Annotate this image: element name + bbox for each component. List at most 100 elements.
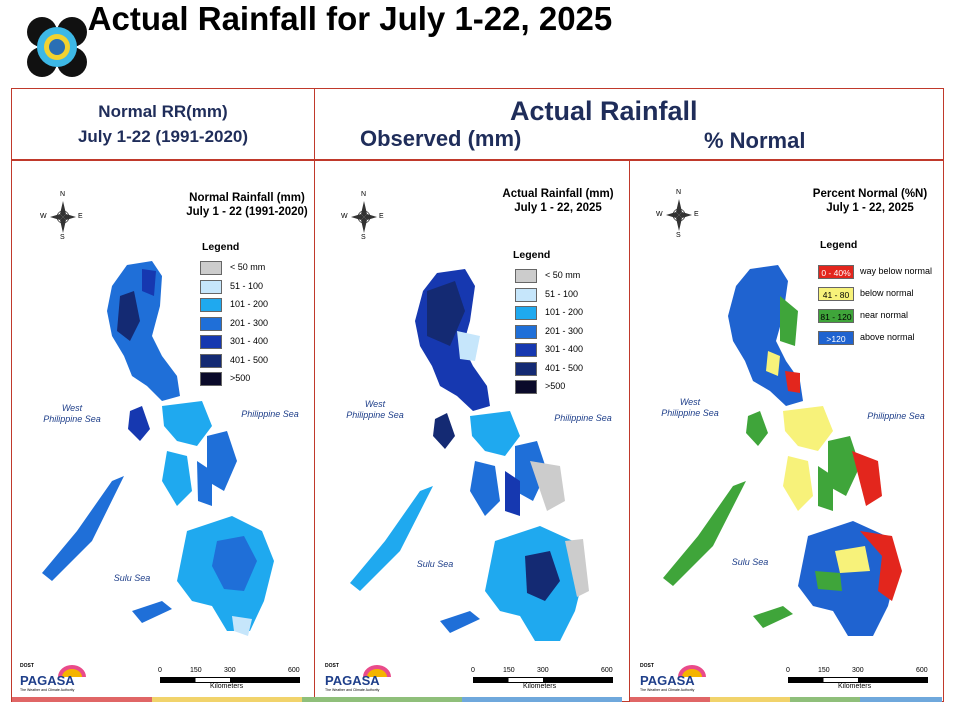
legend-item: 81 - 120 near normal [818,309,942,323]
legend-item: 201 - 300 [515,324,625,339]
logo-brand: PAGASA [640,673,695,688]
logo-brand: PAGASA [325,673,380,688]
compass-e: E [78,213,83,220]
legend: < 50 mm 51 - 100 101 - 200 201 - 300 301 - 4… [200,261,310,386]
legend-range: 81 - 120 [818,309,854,323]
scale-tick-3: 600 [601,667,613,674]
sea-label-east: Philippine Sea [867,411,925,421]
legend-item: 301 - 400 [515,343,625,357]
actual-rainfall-panel: Actual Rainfall (mm) July 1 - 22, 2025 N… [314,160,630,702]
legend-label: >500 [545,381,566,391]
legend-item: 301 - 400 [200,335,310,349]
normal-rainfall-panel: Normal Rainfall (mm) July 1 - 22 (1991-2… [11,160,315,702]
legend-swatch [515,343,537,357]
scale-tick-3: 600 [288,667,300,674]
percent-normal-header: % Normal [704,128,806,153]
scale-tick-3: 600 [916,667,928,674]
legend-label: 201 - 300 [545,325,584,336]
map-title-line2: July 1 - 22, 2025 [514,202,602,214]
legend-title: Legend [513,249,551,261]
legend-label: 401 - 500 [545,362,584,373]
sea-label-west-2: Philippine Sea [43,414,101,424]
scale-unit: Kilometers [523,683,557,690]
map-title-line2: July 1 - 22, 2025 [826,202,914,214]
legend-swatch [515,287,537,302]
legend-item: 51 - 100 [515,287,625,302]
logo-tagline: The Weather and Climate Authority [325,688,380,692]
legend-item: < 50 mm [515,269,625,283]
legend-item: 41 - 80 below normal [818,287,942,301]
sea-label-west-1: West [364,399,386,409]
logo-brand: PAGASA [20,673,75,688]
logo-top: DOST [20,663,34,669]
percent-legend: 0 - 40% way below normal 41 - 80 below norm… [818,265,942,355]
legend-label: < 50 mm [230,262,266,272]
sea-label-west-2: Philippine Sea [661,408,719,418]
legend-range: 0 - 40% [818,265,854,279]
legend-label: 51 - 100 [545,288,579,299]
philippines-map [663,265,902,636]
scale-tick-0: 0 [786,667,790,674]
legend-label: >500 [230,373,251,383]
page-title: Actual Rainfall for July 1-22, 2025 [87,0,613,37]
bottom-stripe [790,697,860,702]
bottom-stripe [860,697,942,702]
legend-swatch [515,361,537,376]
legend-label: < 50 mm [545,270,581,280]
compass-n: N [361,191,367,198]
compass-rose: N S W E [40,191,83,241]
sea-label-sulu: Sulu Sea [113,573,151,583]
compass-w: W [341,213,348,220]
percent-normal-panel: Percent Normal (%N) July 1 - 22, 2025 N … [629,160,944,702]
compass-n: N [676,189,682,196]
bottom-stripe [462,697,622,702]
bottom-stripe [630,697,710,702]
bottom-stripe-red [12,697,152,702]
sea-label-west-1: West [61,403,83,413]
legend-label: 101 - 200 [545,307,584,317]
map-title-line2: July 1 - 22 (1991-2020) [186,206,308,218]
legend: < 50 mm 51 - 100 101 - 200 201 - 300 301 - 4… [515,269,625,399]
scale-tick-1: 150 [503,667,515,674]
legend-swatch [200,335,222,349]
compass-w: W [40,213,47,220]
legend-swatch [515,380,537,394]
legend-swatch [515,324,537,339]
legend-swatch [200,298,222,312]
legend-title: Legend [820,239,858,251]
legend-label: way below normal [860,266,933,276]
legend-item: 201 - 300 [200,316,310,331]
pagasa-logo: DOST PAGASA The Weather and Climate Auth… [638,663,708,697]
sea-label-west-2: Philippine Sea [346,410,404,420]
normal-header-line2: July 1-22 (1991-2020) [77,127,249,146]
scale-tick-2: 300 [224,667,236,674]
logo-top: DOST [325,663,339,669]
legend-label: 201 - 300 [230,317,269,328]
compass-s: S [676,232,681,239]
legend-swatch [200,316,222,331]
bottom-stripe-yellow [152,697,302,702]
pagasa-logo: DOST PAGASA The Weather and Climate Auth… [323,663,393,697]
sea-label-east: Philippine Sea [554,413,612,423]
scale-bar: 0 150 300 600 Kilometers [158,667,300,695]
compass-w: W [656,211,663,218]
philippines-map [350,269,589,641]
bottom-stripe [302,697,462,702]
scale-unit: Kilometers [210,683,244,690]
scale-bar: 0 150 300 600 Kilometers [786,667,928,695]
legend-swatch [200,353,222,368]
compass-e: E [694,211,699,218]
compass-rose: N S W E [656,189,699,239]
scale-tick-1: 150 [190,667,202,674]
pagasa-logo: DOST PAGASA The Weather and Climate Auth… [18,663,88,697]
observed-header: Observed (mm) [360,126,522,151]
legend-item: < 50 mm [200,261,310,275]
legend-label: near normal [860,310,909,320]
scale-tick-2: 300 [852,667,864,674]
compass-s: S [60,234,65,241]
compass-e: E [379,213,384,220]
normal-header-line1: Normal RR(mm) [98,102,228,121]
legend-label: below normal [860,288,914,298]
legend-item: 101 - 200 [200,298,310,312]
legend-swatch [515,306,537,320]
